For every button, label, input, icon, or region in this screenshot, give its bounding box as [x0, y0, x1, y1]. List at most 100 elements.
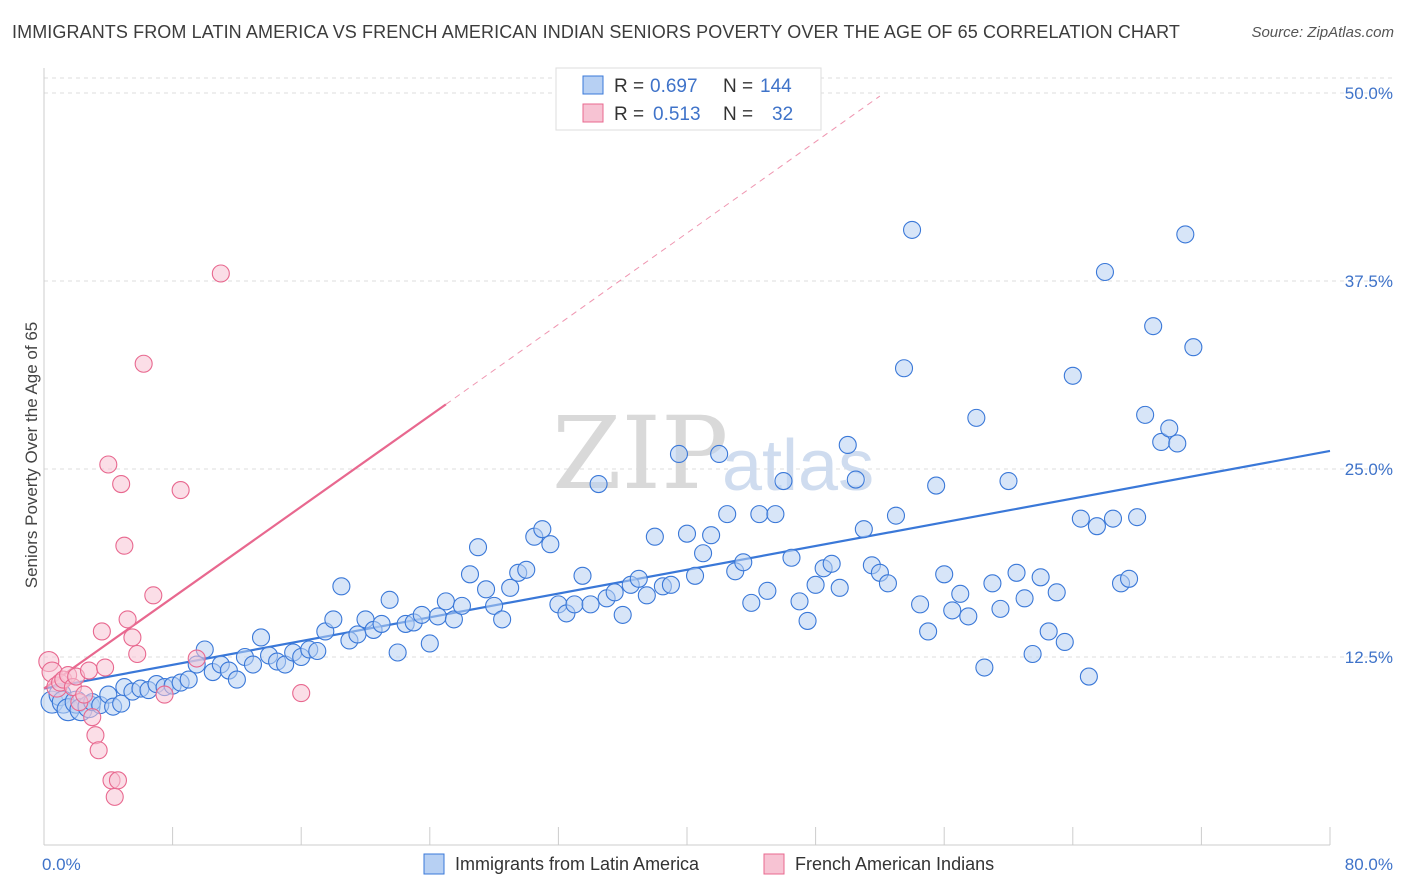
latin-america-point: [565, 595, 584, 614]
latin-america-point: [1168, 434, 1187, 453]
latin-america-point: [629, 569, 648, 588]
latin-america-point: [1023, 644, 1042, 664]
french-american-indian-point: [75, 685, 94, 704]
latin-america-point: [517, 560, 536, 579]
latin-america-point: [734, 553, 753, 572]
y-tick-label: 12.5%: [1345, 648, 1393, 667]
latin-america-point: [894, 359, 914, 378]
latin-america-point: [1160, 419, 1179, 438]
latin-america-point: [452, 596, 472, 615]
french-american-indian-point: [99, 455, 118, 474]
latin-america-point: [227, 670, 246, 689]
latin-america-point: [1144, 317, 1163, 336]
latin-america-point: [1055, 632, 1074, 652]
source-label: Source: ZipAtlas.com: [1251, 24, 1394, 41]
legend-swatch-latin-america: [423, 853, 445, 875]
latin-america-point: [468, 538, 488, 557]
latin-america-point: [332, 577, 351, 596]
x-tick-label: 80.0%: [1345, 855, 1393, 874]
axes: [43, 68, 1331, 846]
latin-america-point: [243, 655, 263, 674]
french-american-indian-trend-line: [43, 403, 447, 690]
legend-swatch-pink: [582, 103, 604, 123]
latin-america-point: [1128, 508, 1147, 527]
latin-america-point: [1103, 509, 1123, 528]
latin-america-point: [991, 599, 1010, 618]
legend-r-value: 0.513: [653, 104, 701, 125]
french-american-indian-trend-extension: [445, 95, 881, 405]
latin-america-point: [766, 505, 785, 524]
latin-america-point: [790, 592, 809, 611]
latin-america-point: [348, 625, 367, 644]
latin-america-point: [1047, 583, 1066, 602]
french-american-indian-point: [134, 354, 153, 373]
french-american-indian-point: [112, 475, 131, 494]
latin-america-point: [927, 476, 946, 495]
chart-title: IMMIGRANTS FROM LATIN AMERICA VS FRENCH …: [12, 22, 1180, 42]
latin-america-point: [1136, 405, 1155, 424]
latin-america-point: [412, 605, 431, 624]
french-american-indian-point: [96, 658, 115, 677]
french-american-indian-point: [155, 685, 174, 704]
latin-america-point: [637, 586, 656, 605]
legend-r-label: R =: [614, 104, 644, 125]
latin-america-point: [493, 610, 512, 629]
latin-america-point: [460, 565, 480, 584]
latin-america-point: [838, 435, 857, 455]
latin-america-point: [983, 574, 1002, 593]
legend-label-french-american-indians: French American Indians: [795, 854, 994, 874]
french-american-indian-point: [92, 622, 111, 641]
latin-america-point: [1063, 366, 1082, 385]
latin-america-point: [541, 535, 560, 554]
latin-america-point: [886, 506, 906, 525]
data-points: [38, 220, 1203, 806]
latin-america-point: [251, 628, 271, 647]
latin-america-point: [581, 595, 600, 614]
latin-america-point: [661, 575, 680, 594]
latin-america-point: [533, 520, 552, 539]
y-tick-label: 37.5%: [1345, 272, 1393, 291]
legend-n-label: N =: [723, 76, 753, 97]
french-american-indian-point: [144, 586, 163, 605]
latin-america-point: [436, 592, 455, 611]
french-american-indian-point: [115, 536, 134, 555]
latin-america-point: [798, 611, 817, 630]
latin-america-point: [324, 610, 343, 629]
latin-america-point: [485, 596, 504, 615]
latin-america-point: [685, 566, 705, 585]
latin-america-point: [902, 220, 922, 239]
legend-n-value: 144: [760, 76, 792, 97]
latin-america-point: [420, 634, 439, 653]
latin-america-point: [975, 658, 994, 677]
latin-america-point: [919, 622, 938, 641]
y-tick-label: 50.0%: [1345, 84, 1393, 103]
legend-label-latin-america: Immigrants from Latin America: [455, 854, 700, 874]
latin-america-point: [380, 590, 399, 609]
latin-america-point: [822, 554, 841, 573]
french-american-indian-point: [211, 264, 230, 283]
french-american-indian-point: [128, 644, 147, 664]
french-american-indian-point: [105, 787, 124, 806]
latin-america-point: [645, 527, 664, 546]
latin-america-point: [758, 581, 777, 600]
grid-lines: [44, 77, 1395, 658]
french-american-indian-point: [171, 481, 190, 500]
latin-america-point: [677, 524, 697, 543]
latin-america-point: [943, 601, 962, 620]
legend-n-label: N =: [723, 104, 753, 125]
latin-america-point: [911, 595, 930, 614]
latin-america-point: [613, 605, 632, 624]
french-american-indian-point: [79, 661, 99, 680]
legend-r-label: R =: [614, 76, 644, 97]
french-american-indian-point: [83, 708, 102, 727]
latin-america-point: [702, 526, 721, 545]
legend-r-value: 0.697: [650, 76, 698, 97]
y-tick-label: 25.0%: [1345, 460, 1393, 479]
latin-america-point: [1095, 262, 1114, 282]
latin-america-point: [428, 607, 447, 626]
latin-america-point: [710, 444, 729, 464]
latin-america-point: [782, 548, 801, 567]
latin-america-trend-line: [43, 449, 1331, 690]
latin-america-point: [372, 614, 391, 633]
